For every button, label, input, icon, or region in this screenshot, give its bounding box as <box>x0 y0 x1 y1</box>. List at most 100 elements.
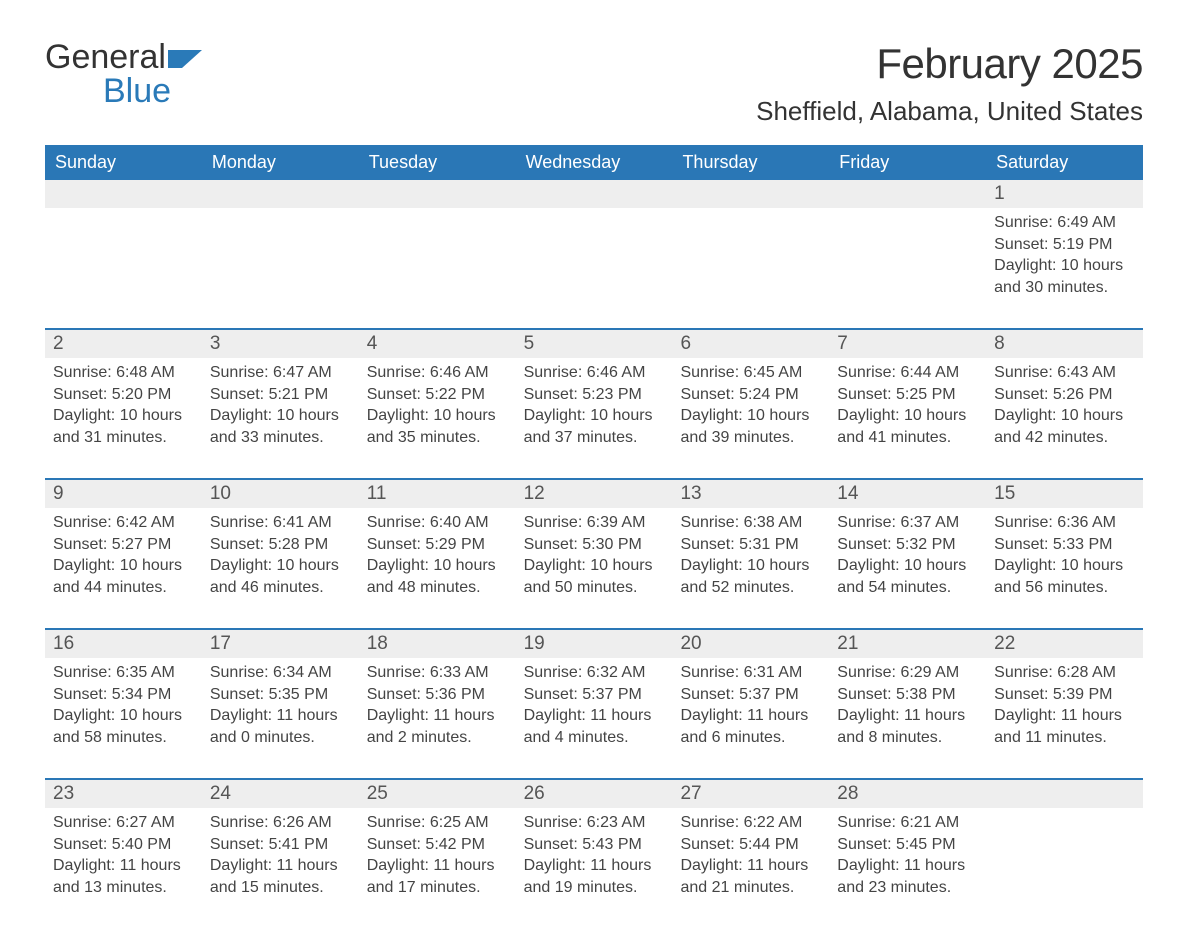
title-block: February 2025 Sheffield, Alabama, United… <box>756 40 1143 127</box>
day-number: 7 <box>829 330 986 358</box>
info-sunrise: Sunrise: 6:32 AM <box>524 662 665 684</box>
day-number-empty <box>829 180 986 208</box>
day-info: Sunrise: 6:40 AMSunset: 5:29 PMDaylight:… <box>365 508 510 598</box>
info-d1: Daylight: 11 hours <box>837 855 978 877</box>
info-d1: Daylight: 11 hours <box>524 705 665 727</box>
info-d2: and 2 minutes. <box>367 727 508 749</box>
day-number: 6 <box>672 330 829 358</box>
day-cell: Sunrise: 6:36 AMSunset: 5:33 PMDaylight:… <box>986 508 1143 628</box>
info-sunset: Sunset: 5:33 PM <box>994 534 1135 556</box>
info-d2: and 33 minutes. <box>210 427 351 449</box>
day-cell: Sunrise: 6:26 AMSunset: 5:41 PMDaylight:… <box>202 808 359 928</box>
day-info: Sunrise: 6:49 AMSunset: 5:19 PMDaylight:… <box>992 208 1137 298</box>
info-sunset: Sunset: 5:39 PM <box>994 684 1135 706</box>
day-number: 8 <box>986 330 1143 358</box>
info-sunset: Sunset: 5:34 PM <box>53 684 194 706</box>
info-d2: and 52 minutes. <box>680 577 821 599</box>
day-info: Sunrise: 6:22 AMSunset: 5:44 PMDaylight:… <box>678 808 823 898</box>
day-cell-empty <box>829 208 986 328</box>
info-d1: Daylight: 10 hours <box>210 405 351 427</box>
info-sunset: Sunset: 5:27 PM <box>53 534 194 556</box>
day-info: Sunrise: 6:23 AMSunset: 5:43 PMDaylight:… <box>522 808 667 898</box>
info-d1: Daylight: 11 hours <box>994 705 1135 727</box>
info-sunset: Sunset: 5:37 PM <box>680 684 821 706</box>
day-cell: Sunrise: 6:35 AMSunset: 5:34 PMDaylight:… <box>45 658 202 778</box>
info-d2: and 0 minutes. <box>210 727 351 749</box>
day-number: 22 <box>986 630 1143 658</box>
day-number: 16 <box>45 630 202 658</box>
info-sunset: Sunset: 5:42 PM <box>367 834 508 856</box>
info-d1: Daylight: 10 hours <box>367 555 508 577</box>
info-row: Sunrise: 6:35 AMSunset: 5:34 PM Daylight:… <box>45 658 1143 778</box>
day-number: 18 <box>359 630 516 658</box>
day-info: Sunrise: 6:32 AMSunset: 5:37 PMDaylight:… <box>522 658 667 748</box>
daynum-row: 1 <box>45 180 1143 208</box>
info-sunset: Sunset: 5:19 PM <box>994 234 1135 256</box>
day-number: 14 <box>829 480 986 508</box>
info-row: Sunrise: 6:27 AMSunset: 5:40 PMDaylight:… <box>45 808 1143 928</box>
day-number-empty <box>202 180 359 208</box>
info-sunrise: Sunrise: 6:46 AM <box>367 362 508 384</box>
info-d2: and 21 minutes. <box>680 877 821 899</box>
info-d1: Daylight: 11 hours <box>680 855 821 877</box>
info-sunset: Sunset: 5:40 PM <box>53 834 194 856</box>
dayhead-sat: Saturday <box>986 145 1143 180</box>
info-sunrise: Sunrise: 6:23 AM <box>524 812 665 834</box>
day-number-empty <box>672 180 829 208</box>
day-info: Sunrise: 6:39 AMSunset: 5:30 PMDaylight:… <box>522 508 667 598</box>
info-d1: Daylight: 10 hours <box>210 555 351 577</box>
info-sunrise: Sunrise: 6:44 AM <box>837 362 978 384</box>
day-info: Sunrise: 6:26 AMSunset: 5:41 PMDaylight:… <box>208 808 353 898</box>
day-cell: Sunrise: 6:45 AMSunset: 5:24 PMDaylight:… <box>672 358 829 478</box>
day-number: 3 <box>202 330 359 358</box>
info-sunset: Sunset: 5:41 PM <box>210 834 351 856</box>
info-sunset: Sunset: 5:21 PM <box>210 384 351 406</box>
day-number: 15 <box>986 480 1143 508</box>
day-number: 24 <box>202 780 359 808</box>
day-info: Sunrise: 6:46 AMSunset: 5:23 PMDaylight:… <box>522 358 667 448</box>
day-number: 28 <box>829 780 986 808</box>
day-cell: Sunrise: 6:42 AMSunset: 5:27 PMDaylight:… <box>45 508 202 628</box>
info-d1: Daylight: 10 hours <box>837 555 978 577</box>
day-number: 2 <box>45 330 202 358</box>
dayhead-fri: Friday <box>829 145 986 180</box>
dayhead-sun: Sunday <box>45 145 202 180</box>
day-info: Sunrise: 6:25 AMSunset: 5:42 PMDaylight:… <box>365 808 510 898</box>
info-d1: Daylight: 10 hours <box>994 255 1135 277</box>
info-d1: Daylight: 10 hours <box>837 405 978 427</box>
info-d1: Daylight: 11 hours <box>367 855 508 877</box>
info-sunset: Sunset: 5:32 PM <box>837 534 978 556</box>
info-row: Sunrise: 6:48 AMSunset: 5:20 PMDaylight:… <box>45 358 1143 478</box>
day-number: 12 <box>516 480 673 508</box>
info-d2: and 50 minutes. <box>524 577 665 599</box>
week-row: 1Sunrise: 6:49 AMSunset: 5:19 PMDaylight… <box>45 180 1143 328</box>
day-cell: Sunrise: 6:41 AMSunset: 5:28 PMDaylight:… <box>202 508 359 628</box>
info-sunrise: Sunrise: 6:45 AM <box>680 362 821 384</box>
day-cell: Sunrise: 6:39 AMSunset: 5:30 PMDaylight:… <box>516 508 673 628</box>
info-d1: Daylight: 11 hours <box>210 855 351 877</box>
info-d2: and 13 minutes. <box>53 877 194 899</box>
info-d2: and 30 minutes. <box>994 277 1135 299</box>
day-cell: Sunrise: 6:38 AMSunset: 5:31 PMDaylight:… <box>672 508 829 628</box>
info-d2: and 46 minutes. <box>210 577 351 599</box>
info-sunset: Sunset: 5:30 PM <box>524 534 665 556</box>
info-d2: and 17 minutes. <box>367 877 508 899</box>
info-sunrise: Sunrise: 6:35 AM <box>53 662 194 684</box>
info-d2: and 23 minutes. <box>837 877 978 899</box>
info-d2: and 58 minutes. <box>53 727 194 749</box>
info-row: Sunrise: 6:49 AMSunset: 5:19 PMDaylight:… <box>45 208 1143 328</box>
info-sunset: Sunset: 5:28 PM <box>210 534 351 556</box>
day-cell: Sunrise: 6:34 AMSunset: 5:35 PMDaylight:… <box>202 658 359 778</box>
info-sunrise: Sunrise: 6:34 AM <box>210 662 351 684</box>
day-cell: Sunrise: 6:40 AMSunset: 5:29 PMDaylight:… <box>359 508 516 628</box>
dayhead-wed: Wednesday <box>516 145 673 180</box>
info-sunset: Sunset: 5:35 PM <box>210 684 351 706</box>
info-d1: Daylight: 10 hours <box>680 405 821 427</box>
day-number: 1 <box>986 180 1143 208</box>
day-number: 5 <box>516 330 673 358</box>
info-d1: Daylight: 10 hours <box>53 405 194 427</box>
info-sunrise: Sunrise: 6:40 AM <box>367 512 508 534</box>
day-header-row: Sunday Monday Tuesday Wednesday Thursday… <box>45 145 1143 180</box>
day-cell-empty <box>202 208 359 328</box>
day-info: Sunrise: 6:46 AMSunset: 5:22 PMDaylight:… <box>365 358 510 448</box>
